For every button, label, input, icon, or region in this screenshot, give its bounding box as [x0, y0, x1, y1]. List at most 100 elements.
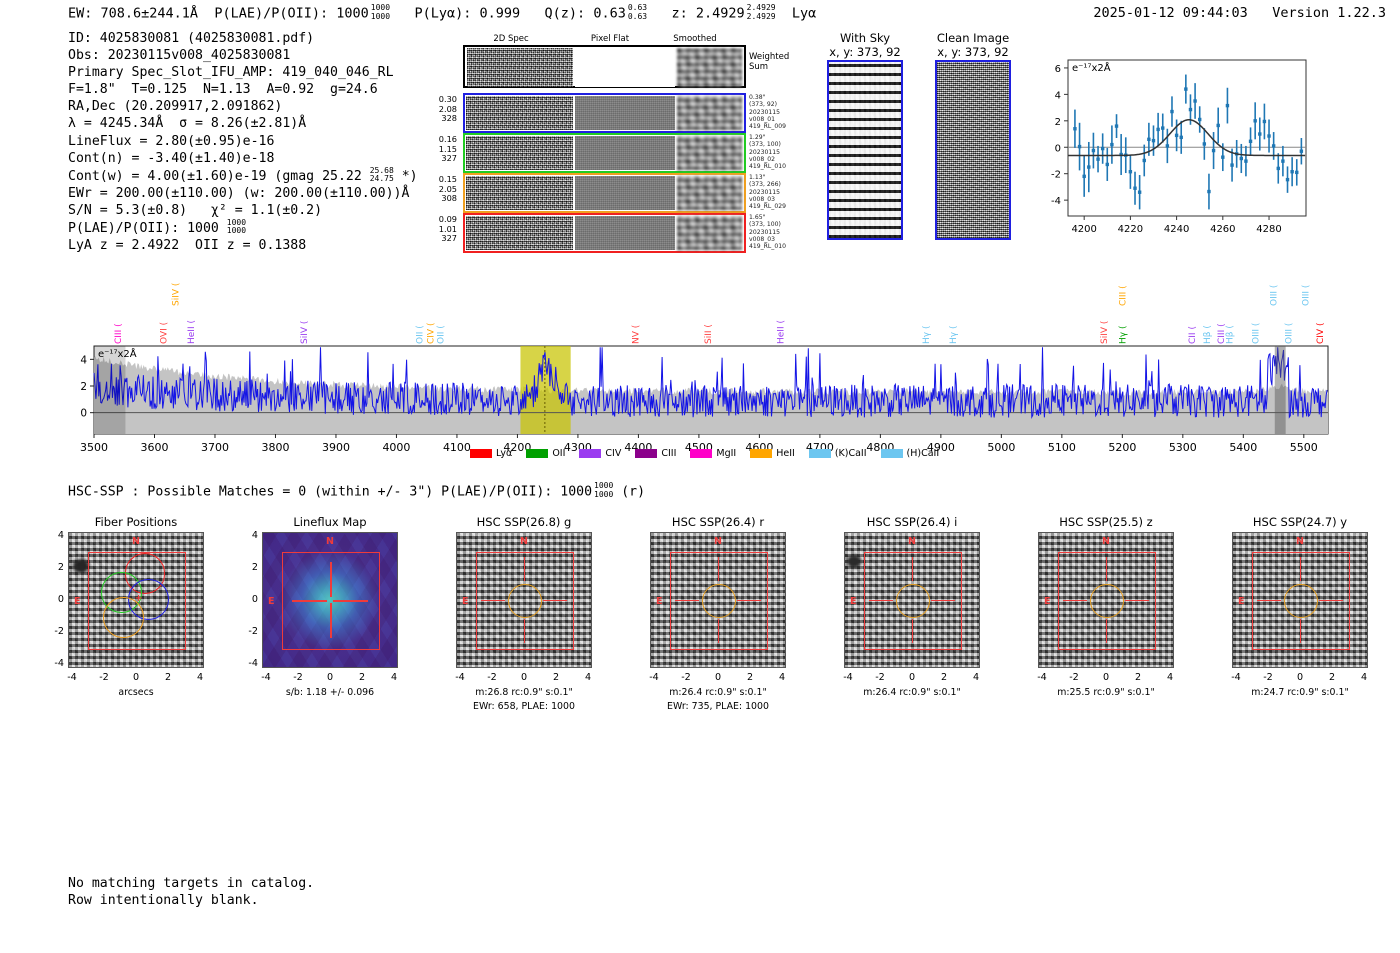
x-tick-label: 4200 — [503, 441, 531, 454]
svg-text:0: 0 — [1055, 143, 1061, 154]
aperture-box — [670, 552, 768, 650]
cutout-x-tick: 4 — [584, 672, 592, 683]
svg-text:-2: -2 — [1051, 170, 1061, 181]
legend-item: HeII — [750, 448, 795, 459]
cutout-x-tick: -4 — [843, 672, 853, 683]
fiber-aperture-circle[interactable] — [103, 597, 145, 639]
emission-line-label: CIV ( — [426, 323, 436, 344]
with-sky-image[interactable] — [827, 60, 903, 240]
noise-envelope — [94, 356, 1328, 434]
line-fit-chart: -4 -2 0 2 4 6 4200 4220 4240 4260 4280 e⁻¹⁷x2Å — [1032, 52, 1312, 242]
fiber-meta-value: 419_RL_010 — [749, 163, 786, 171]
fiber-meta-value: 0.38" — [749, 94, 766, 101]
fiber-right-labels: 1.13" (373, 266) 20230115 v008_03 419_RL_029 — [749, 174, 795, 210]
legend-swatch — [635, 449, 658, 458]
emission-line-label: Hγ ( — [949, 326, 959, 344]
flux-trace — [93, 347, 1328, 420]
col-header-smoothed: Smoothed — [673, 34, 717, 44]
crosshair-right — [1124, 600, 1149, 602]
cutout-x-tick: -2 — [1069, 672, 1079, 683]
fiber-strip[interactable] — [463, 173, 746, 213]
cutout-caption-primary: s/b: 1.18 +/- 0.096 — [285, 687, 375, 698]
svg-text:e⁻¹⁷x2Å: e⁻¹⁷x2Å — [1072, 61, 1111, 74]
fiber-strip[interactable] — [463, 93, 746, 133]
fiber-meta-value: (373, 266) — [749, 181, 781, 189]
aperture-box — [1252, 552, 1350, 650]
cutout-x-tick: 4 — [778, 672, 786, 683]
cutout-title: HSC SSP(26.8) g — [476, 515, 572, 529]
fiber-meta-value: 419_RL_010 — [749, 243, 786, 251]
fiber-left-value: 0.30 — [438, 94, 457, 104]
legend-item: (K)CaII — [808, 448, 867, 459]
emission-line-label: OIII ( — [1285, 323, 1295, 344]
emission-line-label: OII ( — [437, 325, 447, 344]
footer-line-2: Row intentionally blank. — [68, 893, 259, 908]
compass-n: N — [326, 536, 334, 547]
info-ewr: EWr = 200.00(±110.00) (w: 200.00(±110.00… — [68, 185, 410, 201]
data-points — [1073, 74, 1304, 210]
gaussian-fit-curve — [1068, 119, 1306, 157]
compass-n: N — [520, 536, 528, 547]
legend-label: CIV — [605, 448, 622, 459]
legend-swatch — [880, 449, 903, 458]
fiber-strip[interactable] — [463, 213, 746, 253]
clean-image[interactable] — [935, 60, 1011, 240]
plae-hi: 1000 — [370, 3, 391, 12]
compass-e: E — [462, 595, 469, 607]
weighted-sum-label: Weighted Sum — [749, 52, 790, 72]
legend-label: OII — [552, 448, 566, 459]
legend-swatch — [750, 449, 773, 458]
cutout-x-tick: 0 — [520, 672, 528, 683]
info-radec: RA,Dec (20.209917,2.091862) — [68, 99, 283, 115]
emission-line-label: Hγ ( — [1118, 326, 1128, 344]
hsc-header-tail: (r) — [621, 484, 646, 500]
emission-line-label: HeII ( — [187, 320, 197, 344]
emission-line-label: OIII ( — [1251, 323, 1261, 344]
fiber-strip[interactable] — [463, 133, 746, 173]
compass-n: N — [1296, 536, 1304, 547]
x-tick-label: 5300 — [1169, 441, 1197, 454]
fiber-meta-value: v008_02 — [749, 155, 776, 163]
crosshair-right — [332, 600, 368, 602]
emission-line-label: CIII ( — [114, 323, 124, 344]
emission-line-label: SiIV ( — [300, 321, 310, 344]
info-contn: Cont(n) = -3.40(±1.40)e-18 — [68, 150, 275, 166]
photometry-aperture-circle[interactable] — [1283, 583, 1319, 619]
crosshair-right — [1318, 600, 1343, 602]
cutout-x-tick: 0 — [714, 672, 722, 683]
sky-panel-title: Clean Image — [936, 31, 1010, 45]
fiber-smoothed — [677, 216, 742, 250]
photometry-aperture-circle[interactable] — [507, 583, 543, 619]
cutout-x-tick: -2 — [1263, 672, 1273, 683]
image-texture — [829, 62, 901, 238]
cutout-x-tick: 4 — [196, 672, 204, 683]
cutout-image[interactable]: N E + — [68, 532, 204, 668]
photometry-aperture-circle[interactable] — [701, 583, 737, 619]
crosshair-bottom — [718, 618, 720, 643]
info-id: ID: 4025830081 (4025830081.pdf) — [68, 31, 315, 46]
cutout-y-tick: -4 — [54, 658, 64, 669]
info-seeing: F=1.8" T=0.125 N=1.13 A=0.92 g=24.6 — [68, 82, 378, 98]
legend-label: Lyα — [496, 448, 513, 459]
fiber-left-value: 328 — [441, 113, 457, 124]
fiber-2dspec — [466, 96, 573, 130]
legend-swatch — [808, 449, 831, 458]
crosshair-right — [930, 600, 955, 602]
x-tick-label: 5200 — [1108, 441, 1136, 454]
cutout-x-tick: 0 — [132, 672, 140, 683]
fiber-left-value: 0.16 — [438, 134, 457, 144]
spectrum-legend: Lyα OII CIV CIII MgII HeII (K)CaII (H)CaII — [470, 448, 939, 459]
photometry-aperture-circle[interactable] — [1089, 583, 1125, 619]
photometry-aperture-circle[interactable] — [895, 583, 931, 619]
x-tick-label: 4900 — [927, 441, 955, 454]
legend-label: MgII — [716, 448, 737, 459]
cutout-x-tick: -4 — [261, 672, 271, 683]
legend-swatch — [470, 449, 492, 458]
crosshair-bottom — [330, 602, 332, 638]
